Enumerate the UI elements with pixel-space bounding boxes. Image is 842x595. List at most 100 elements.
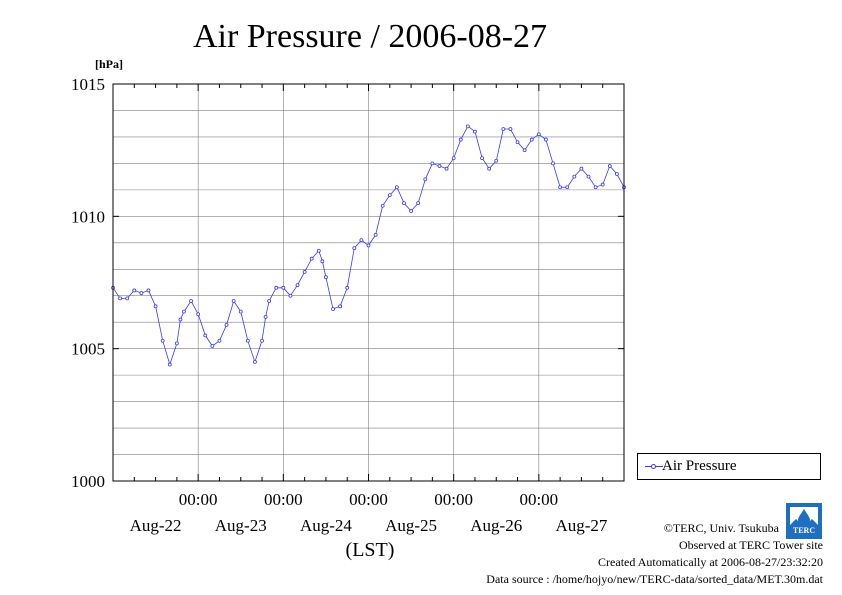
data-point: [324, 275, 328, 280]
x-tick-label-time: 00:00: [434, 490, 473, 509]
y-tick-label: 1000: [71, 472, 105, 491]
data-point: [551, 161, 555, 166]
data-point: [245, 338, 250, 343]
data-point: [465, 124, 470, 129]
data-point: [263, 315, 268, 319]
data-point: [302, 270, 307, 274]
data-point: [437, 164, 442, 168]
series-air-pressure: [111, 124, 626, 367]
x-tick-label-day: Aug-22: [130, 516, 182, 535]
data-point: [423, 177, 428, 182]
data-point: [522, 148, 527, 153]
data-point: [139, 291, 144, 295]
data-point: [281, 285, 286, 290]
data-point: [189, 299, 193, 303]
data-point: [125, 296, 130, 301]
data-point: [615, 172, 619, 176]
x-tick-label-time: 00:00: [349, 490, 388, 509]
data-point: [167, 362, 172, 367]
data-point: [451, 156, 456, 161]
y-tick-label: 1005: [71, 340, 105, 359]
x-tick-label-day: Aug-26: [470, 516, 522, 535]
y-tick-label: 1010: [71, 207, 105, 226]
x-tick-label-time: 00:00: [179, 490, 218, 509]
data-point: [416, 201, 421, 206]
y-unit-label: [hPa]: [95, 57, 123, 71]
credit-copyright: ©TERC, Univ. Tsukuba: [663, 521, 779, 535]
data-point: [253, 359, 257, 364]
data-point: [394, 185, 399, 190]
data-point: [487, 166, 492, 171]
data-point: [224, 322, 229, 327]
x-tick-label-day: Aug-27: [555, 516, 607, 535]
legend-label: Air Pressure: [662, 458, 737, 474]
data-point: [572, 174, 577, 179]
logo-text: TERC: [792, 526, 816, 535]
data-point: [494, 158, 499, 163]
data-point: [579, 166, 584, 171]
data-point: [600, 182, 605, 187]
data-point: [402, 201, 406, 206]
data-point: [458, 137, 463, 142]
data-point: [480, 156, 484, 161]
data-point: [409, 209, 413, 213]
data-point: [593, 185, 598, 190]
data-point: [196, 312, 201, 317]
data-point: [178, 317, 183, 322]
credit-source: Data source : /home/hojyo/new/TERC-data/…: [486, 572, 823, 586]
data-point: [174, 341, 179, 346]
data-point: [508, 127, 513, 131]
data-point: [153, 304, 158, 309]
data-point: [430, 161, 435, 166]
data-point: [338, 304, 343, 309]
y-axis-ticks: 1000 1005 1010 1015: [71, 75, 624, 491]
credit-created: Created Automatically at 2006-08-27/23:3…: [598, 555, 823, 569]
data-point: [316, 248, 321, 253]
data-point: [203, 333, 208, 338]
data-point: [217, 338, 222, 343]
data-point: [387, 193, 392, 198]
data-point: [444, 166, 449, 171]
data-point: [359, 238, 364, 243]
terc-logo: [786, 503, 822, 539]
data-point: [132, 288, 137, 293]
x-axis-label: (LST): [346, 539, 395, 561]
data-point: [607, 164, 612, 168]
data-point: [274, 285, 279, 290]
data-point: [515, 140, 520, 145]
legend-marker-swatch: [651, 464, 656, 469]
data-point: [146, 288, 151, 293]
y-tick-label: 1015: [71, 75, 105, 94]
data-point: [373, 232, 378, 237]
data-point: [320, 259, 325, 264]
data-point: [295, 283, 300, 288]
x-tick-label-time: 00:00: [264, 490, 303, 509]
data-point: [380, 203, 385, 208]
data-point: [331, 307, 335, 311]
data-point: [544, 137, 548, 142]
x-tick-label-day: Aug-24: [300, 516, 352, 535]
data-point: [536, 132, 541, 137]
credit-observed: Observed at TERC Tower site: [678, 538, 823, 552]
data-point: [366, 243, 371, 248]
data-point: [288, 293, 293, 298]
legend: Air Pressure: [637, 453, 821, 480]
data-point: [352, 246, 357, 250]
data-point: [558, 185, 563, 190]
data-point: [231, 299, 236, 303]
data-point: [529, 137, 534, 142]
data-point: [210, 344, 215, 348]
data-point: [501, 127, 506, 131]
data-point: [473, 129, 477, 134]
data-point: [182, 309, 186, 314]
x-tick-label-time: 00:00: [519, 490, 558, 509]
data-point: [238, 309, 243, 314]
data-point: [118, 296, 122, 301]
x-tick-label-day: Aug-25: [385, 516, 437, 535]
x-axis-ticks: 00:00 00:00 00:00 00:00 00:00 Aug-22 Aug-23 Aug…: [130, 84, 608, 535]
data-point: [565, 185, 570, 190]
data-point: [160, 338, 165, 343]
grid-lines: [113, 84, 624, 481]
data-point: [345, 285, 350, 290]
